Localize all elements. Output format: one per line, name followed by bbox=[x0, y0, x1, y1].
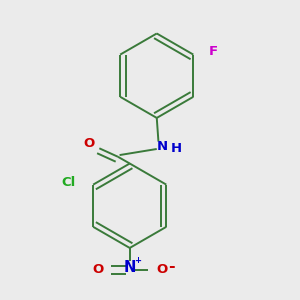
Text: O: O bbox=[83, 137, 94, 150]
Text: +: + bbox=[134, 256, 141, 265]
Text: N: N bbox=[124, 260, 136, 275]
Text: O: O bbox=[93, 263, 104, 276]
Text: H: H bbox=[170, 142, 182, 155]
Text: O: O bbox=[156, 263, 167, 276]
Text: F: F bbox=[208, 45, 217, 58]
Text: N: N bbox=[157, 140, 168, 153]
Text: Cl: Cl bbox=[61, 176, 76, 189]
Text: -: - bbox=[168, 259, 175, 274]
